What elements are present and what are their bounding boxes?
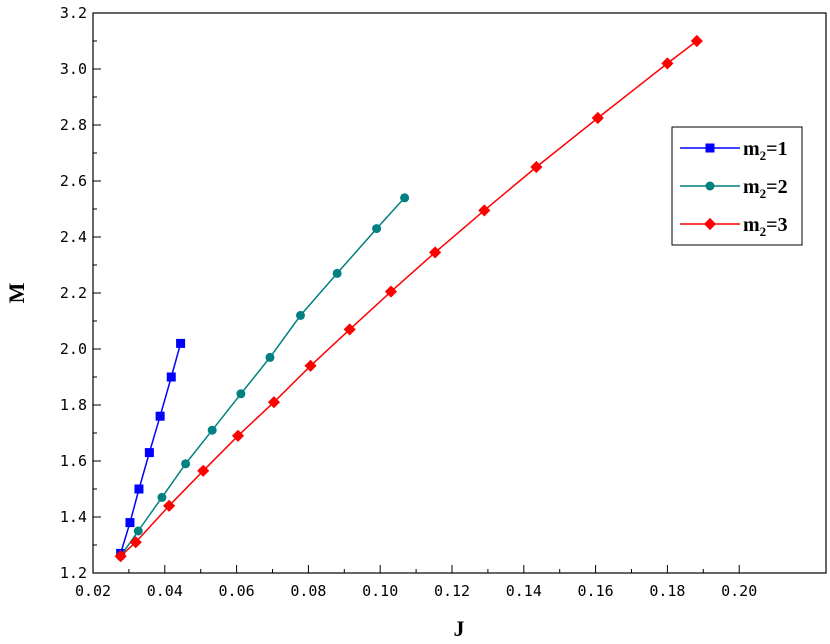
- data-point: [144, 448, 154, 458]
- series-2: [116, 193, 410, 561]
- legend-label: m2=3: [743, 214, 788, 239]
- x-tick-label: 0.16: [578, 582, 614, 600]
- y-tick-label: 1.8: [60, 396, 87, 414]
- legend-marker: [703, 217, 717, 231]
- data-point: [114, 550, 127, 563]
- data-point: [181, 459, 191, 469]
- data-point: [134, 484, 144, 494]
- y-tick-label: 3.2: [60, 4, 87, 22]
- y-tick-label: 1.4: [60, 508, 87, 526]
- data-point: [400, 193, 410, 203]
- x-tick-label: 0.18: [649, 582, 685, 600]
- data-point: [591, 111, 604, 125]
- data-point: [296, 310, 306, 320]
- x-axis-title: J: [454, 616, 465, 641]
- legend-marker: [705, 181, 715, 191]
- data-point: [125, 518, 135, 528]
- series-line: [119, 197, 406, 557]
- series-line: [120, 40, 698, 557]
- plot-frame: [92, 12, 827, 574]
- x-tick-label: 0.14: [506, 582, 542, 600]
- data-point: [429, 246, 442, 259]
- x-tick-labels: 0.02 0.04 0.06 0.08 0.10 0.12 0.14 0.16 0.18 0.20: [75, 582, 757, 600]
- data-point: [343, 323, 356, 336]
- data-point: [236, 389, 246, 399]
- y-tick-label: 2.0: [60, 340, 87, 358]
- x-tick-label: 0.06: [219, 582, 255, 600]
- y-tick-label: 2.4: [60, 228, 87, 246]
- data-point: [267, 396, 281, 409]
- x-tick-label: 0.20: [721, 582, 757, 600]
- data-point: [372, 224, 382, 234]
- data-point: [661, 57, 674, 70]
- data-point: [265, 352, 275, 362]
- y-tick-label: 1.2: [60, 564, 87, 582]
- y-tick-label: 2.8: [60, 116, 87, 134]
- y-tick-label: 3.0: [60, 60, 87, 78]
- data-point: [197, 464, 210, 477]
- y-axis-title: M: [4, 282, 29, 303]
- data-point: [157, 492, 167, 502]
- series-3: [114, 34, 703, 563]
- axis-ticks: [92, 12, 740, 574]
- x-tick-label: 0.04: [147, 582, 183, 600]
- legend-label: m2=2: [743, 176, 788, 201]
- data-point: [478, 204, 491, 217]
- data-point: [155, 411, 165, 421]
- data-point: [176, 338, 186, 348]
- x-tick-label: 0.02: [75, 582, 111, 600]
- x-tick-label: 0.12: [434, 582, 470, 600]
- data-point: [163, 499, 176, 512]
- data-point: [133, 526, 143, 536]
- legend-label: m2=1: [743, 138, 788, 163]
- data-point: [129, 536, 142, 549]
- y-tick-labels: 1.2 1.4 1.6 1.8 2.0 2.2 2.4 2.6 2.8 3.0 3.2: [60, 4, 87, 582]
- data-point: [530, 160, 543, 174]
- data-point: [384, 285, 398, 298]
- legend-item-2: m2=2: [680, 176, 788, 201]
- y-tick-label: 1.6: [60, 452, 87, 470]
- data-point: [690, 34, 703, 48]
- data-point: [231, 429, 245, 442]
- legend-item-3: m2=3: [680, 214, 788, 239]
- data-point: [207, 425, 217, 435]
- y-tick-label: 2.2: [60, 284, 87, 302]
- data-point: [332, 268, 342, 278]
- data-point: [304, 359, 317, 372]
- legend-marker: [705, 143, 715, 153]
- x-tick-label: 0.10: [362, 582, 398, 600]
- y-tick-label: 2.6: [60, 172, 87, 190]
- series-layer: [114, 34, 703, 563]
- legend: m2=1 m2=2 m2=3: [671, 126, 803, 246]
- x-tick-label: 0.08: [290, 582, 326, 600]
- legend-item-1: m2=1: [680, 138, 788, 163]
- data-point: [166, 372, 176, 382]
